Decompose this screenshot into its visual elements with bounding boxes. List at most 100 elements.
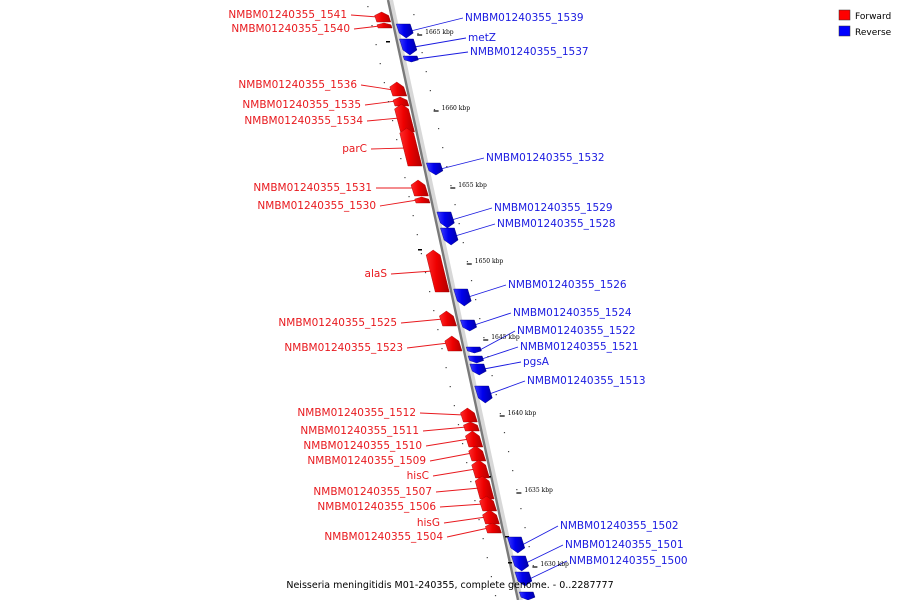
minor-tick-left [478, 519, 480, 521]
tick-label: 1635 kbp [524, 487, 553, 494]
major-tick-left [508, 562, 512, 564]
forward-gene-arrow [439, 310, 457, 327]
minor-tick-left [420, 253, 423, 255]
minor-tick-left [375, 44, 377, 46]
gene-label-nmbm01240355-1539: NMBM01240355_1539 [465, 12, 584, 24]
forward-gene-arrow [465, 430, 484, 448]
gene-label-nmbm01240355-1525: NMBM01240355_1525 [278, 317, 397, 329]
reverse-leader-line [481, 346, 519, 360]
legend-label-forward: Forward [855, 12, 891, 22]
minor-tick-left [387, 101, 390, 103]
forward-leader-line [379, 199, 418, 207]
minor-tick-left [404, 177, 406, 179]
minor-tick-left [449, 386, 451, 388]
forward-leader-line [406, 342, 449, 349]
reverse-leader-line [416, 51, 469, 60]
reverse-gene-arrow [469, 363, 487, 376]
minor-tick-right [487, 356, 489, 358]
forward-leader-line [425, 438, 470, 447]
reverse-leader-line [410, 17, 464, 32]
gene-label-nmbm01240355-1522: NMBM01240355_1522 [517, 325, 636, 337]
reverse-leader-line [440, 157, 485, 170]
legend-swatch-forward [838, 9, 851, 21]
forward-leader-line [443, 516, 487, 524]
gene-label-nmbm01240355-1528: NMBM01240355_1528 [497, 218, 616, 230]
minor-tick-right [491, 375, 493, 377]
minor-tick-right [417, 33, 419, 35]
gene-label-nmbm01240355-1540: NMBM01240355_1540 [231, 23, 350, 35]
reverse-gene-arrow [507, 536, 526, 554]
minor-tick-right [442, 147, 444, 149]
forward-gene-arrow [479, 495, 497, 512]
forward-leader-line [432, 468, 476, 477]
minor-tick-right [446, 166, 448, 168]
gene-label-hisc: hisC [407, 470, 429, 482]
minor-tick-right [524, 527, 526, 529]
major-tick-left [386, 41, 390, 43]
gene-label-nmbm01240355-1509: NMBM01240355_1509 [307, 455, 426, 467]
genome-caption: Neisseria meningitidis M01-240355, compl… [286, 580, 613, 591]
gene-label-nmbm01240355-1500: NMBM01240355_1500 [569, 555, 688, 567]
minor-tick-left [392, 120, 394, 122]
minor-tick-right [520, 508, 522, 510]
gene-label-nmbm01240355-1529: NMBM01240355_1529 [494, 202, 613, 214]
minor-tick-left [400, 158, 402, 160]
reverse-gene-arrow [465, 346, 482, 354]
reverse-gene-arrow [436, 211, 455, 229]
forward-gene-arrow [485, 522, 502, 534]
backbone-line [386, 0, 520, 600]
tick-label: 1660 kbp [442, 105, 471, 112]
forward-gene-arrow [389, 81, 408, 97]
minor-tick-left [470, 481, 472, 483]
minor-tick-left [424, 272, 427, 274]
minor-tick-left [437, 329, 439, 331]
minor-tick-left [396, 139, 398, 141]
gene-label-nmbm01240355-1531: NMBM01240355_1531 [253, 182, 372, 194]
forward-gene-arrow [410, 179, 429, 197]
gene-label-metz: metZ [468, 32, 496, 44]
reverse-gene-arrow [467, 355, 484, 364]
forward-gene-arrow [482, 509, 500, 525]
tick-label: 1655 kbp [458, 182, 487, 189]
reverse-leader-line [451, 207, 493, 221]
gene-label-nmbm01240355-1541: NMBM01240355_1541 [228, 9, 347, 21]
minor-tick-right [429, 90, 431, 92]
forward-gene-arrow [394, 103, 415, 133]
reverse-gene-arrow [399, 38, 418, 56]
forward-leader-line [353, 25, 380, 30]
minor-tick-left [383, 82, 385, 84]
minor-tick-right [483, 337, 485, 339]
minor-tick-left [466, 462, 468, 464]
minor-tick-right [536, 584, 538, 586]
minor-tick-left [371, 25, 373, 27]
legend: Forward Reverse [838, 9, 892, 38]
forward-gene-arrow [471, 459, 490, 479]
gene-label-nmbm01240355-1537: NMBM01240355_1537 [470, 46, 589, 58]
gene-label-nmbm01240355-1523: NMBM01240355_1523 [284, 342, 403, 354]
tick-label: 1640 kbp [508, 410, 537, 417]
reverse-leader-line [414, 37, 467, 48]
forward-gene-arrow [468, 445, 487, 462]
forward-gene-arrow [463, 421, 480, 432]
forward-leader-line [429, 452, 473, 462]
minor-tick-left [474, 500, 476, 502]
forward-gene-arrow [414, 196, 431, 204]
reverse-leader-line [483, 361, 522, 370]
minor-tick-left [408, 196, 410, 198]
minor-tick-left [494, 595, 497, 597]
tick-label: 1630 kbp [540, 561, 569, 568]
minor-tick-right [413, 14, 415, 16]
gene-label-hisg: hisG [417, 517, 440, 529]
minor-tick-right [528, 546, 530, 548]
minor-tick-left [441, 348, 443, 350]
gene-label-nmbm01240355-1536: NMBM01240355_1536 [238, 79, 357, 91]
minor-tick-right [516, 489, 518, 491]
minor-tick-left [461, 443, 464, 445]
forward-gene-arrow [376, 22, 393, 29]
forward-leader-line [439, 503, 484, 508]
minor-tick-right [503, 432, 506, 434]
forward-leader-line [364, 100, 396, 106]
minor-tick-right [475, 299, 477, 301]
gene-label-nmbm01240355-1521: NMBM01240355_1521 [520, 341, 639, 353]
